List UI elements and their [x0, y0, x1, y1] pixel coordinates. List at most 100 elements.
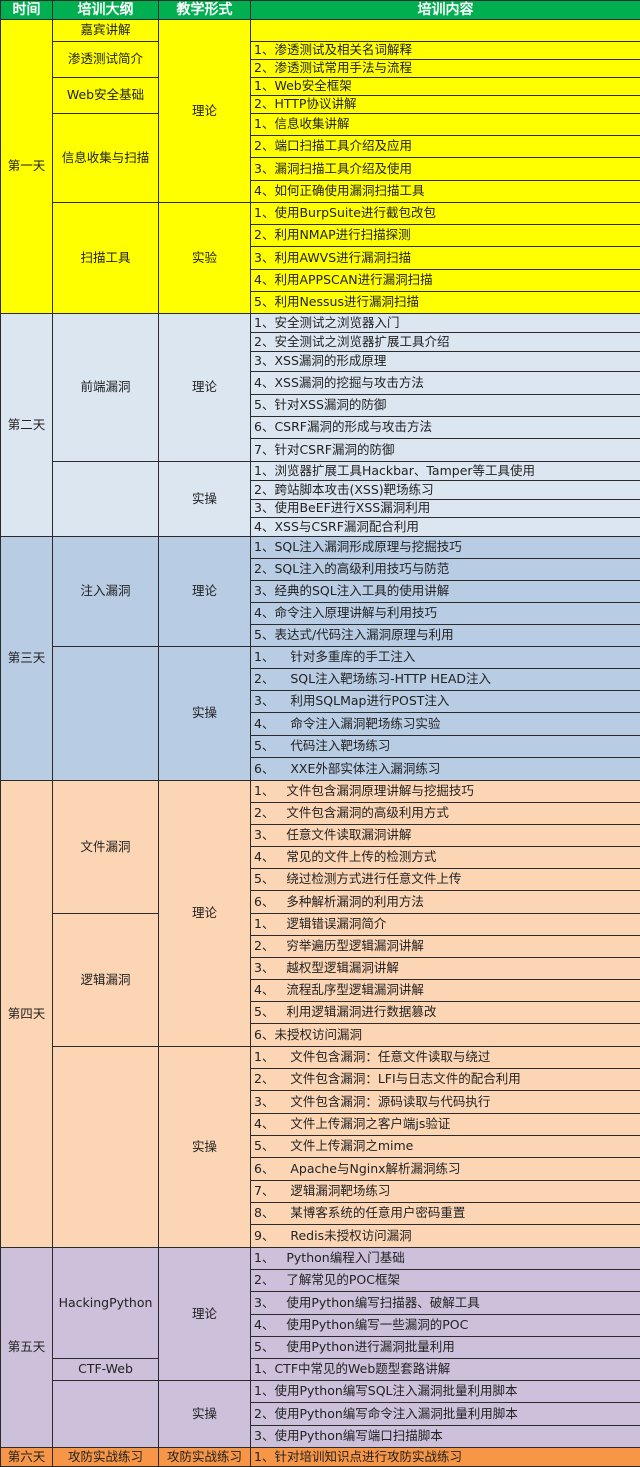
header-time: 时间: [0, 0, 53, 20]
content-item: 4、XSS与CSRF漏洞配合利用: [250, 517, 640, 537]
content-item: 3、利用AWVS进行漏洞扫描: [250, 246, 640, 270]
table-row: 信息收集与扫描 1、信息收集讲解: [0, 113, 640, 203]
content-item: 3、 越权型逻辑漏洞讲解: [250, 957, 640, 980]
topic-label: 注入漏洞: [52, 536, 159, 647]
topic-label: 信息收集与扫描: [52, 113, 159, 203]
topic-label: 嘉宾讲解: [52, 19, 159, 42]
teaching-form: 攻防实战练习: [158, 1447, 251, 1467]
table-row: 第二天 前端漏洞 理论 1、安全测试之浏览器入门: [0, 313, 640, 537]
topic-label: [52, 1046, 159, 1248]
day-label: 第六天: [0, 1447, 53, 1467]
content-item: 1、 Python编程入门基础: [250, 1247, 640, 1270]
content-item: 3、 任意文件读取漏洞讲解: [250, 824, 640, 847]
content-item: 3、使用Python编写端口扫描脚本: [250, 1425, 640, 1448]
topic-label: 逻辑漏洞: [52, 913, 159, 1047]
table-row: 实操 1、使用Python编写SQL注入漏洞批量利用脚本: [0, 1380, 640, 1448]
content-item: 4、利用APPSCAN进行漏洞扫描: [250, 269, 640, 292]
content-item: 2、利用NMAP进行扫描探测: [250, 224, 640, 247]
topic-label: [52, 1380, 159, 1448]
table-row: 逻辑漏洞 1、 逻辑错误漏洞简介: [0, 913, 640, 1047]
content-item: 1、浏览器扩展工具Hackbar、Tamper等工具使用: [250, 461, 640, 481]
table-row: 实操 1、 文件包含漏洞：任意文件读取与绕过: [0, 1046, 640, 1248]
content-item: 5、利用Nessus进行漏洞扫描: [250, 291, 640, 314]
table-row: Web安全基础 1、Web安全框架: [0, 77, 640, 114]
content-item: 2、渗透测试常用手法与流程: [250, 59, 640, 78]
table-row: 第六天 攻防实战练习 攻防实战练习 1、针对培训知识点进行攻防实战练习: [0, 1447, 640, 1467]
content-item: 2、 文件包含漏洞的高级利用方式: [250, 802, 640, 825]
content-item: 2、 文件包含漏洞：LFI与日志文件的配合利用: [250, 1068, 640, 1091]
day-label: 第一天: [0, 19, 53, 314]
teaching-form: 实操: [158, 461, 251, 537]
table-row: 第一天 嘉宾讲解 理论: [0, 19, 640, 314]
topic-label: 渗透测试简介: [52, 41, 159, 78]
content-item: 4、XSS漏洞的挖掘与攻击方法: [250, 371, 640, 395]
content-item: 3、 使用Python编写扫描器、破解工具: [250, 1291, 640, 1315]
content-item: [250, 19, 640, 42]
content-item: 1、 逻辑错误漏洞简介: [250, 913, 640, 936]
topic-label: [52, 646, 159, 781]
table-row: 渗透测试简介 1、渗透测试及相关名词解释: [0, 41, 640, 78]
teaching-form: 实验: [158, 202, 251, 314]
content-item: 2、SQL注入的高级利用技巧与防范: [250, 558, 640, 581]
content-item: 1、 文件包含漏洞原理讲解与挖掘技巧: [250, 780, 640, 803]
content-item: 6、CSRF漏洞的形成与攻击方法: [250, 416, 640, 439]
content-item: 8、 某博客系统的任意用户密码重置: [250, 1202, 640, 1225]
content-item: 1、Web安全框架: [250, 77, 640, 96]
schedule-body: 第一天 嘉宾讲解 理论 渗透测试简介 1、渗透测试及相关名词解释 2、渗透测试常用手法与流…: [0, 19, 640, 1467]
header-content: 培训内容: [250, 0, 640, 20]
topic-label: 前端漏洞: [52, 313, 159, 462]
content-item: 3、使用BeEF进行XSS漏洞利用: [250, 499, 640, 518]
content-item: 1、SQL注入漏洞形成原理与挖掘技巧: [250, 536, 640, 559]
content-item: 4、如何正确使用漏洞扫描工具: [250, 180, 640, 203]
header-outline: 培训大纲: [52, 0, 159, 20]
content-item: 2、 了解常见的POC框架: [250, 1269, 640, 1292]
content-item: 5、针对XSS漏洞的防御: [250, 394, 640, 417]
table-row: 第三天 注入漏洞 理论 1、SQL注入漏洞形成原理与挖掘技巧: [0, 536, 640, 781]
teaching-form: 理论: [158, 1247, 251, 1381]
content-item: 5、 利用逻辑漏洞进行数据篡改: [250, 1001, 640, 1024]
day-label: 第五天: [0, 1247, 53, 1448]
teaching-form: 实操: [158, 1380, 251, 1448]
header-row: 时间 培训大纲 教学形式 培训内容: [0, 0, 640, 20]
table-row: 6、未授权访问漏洞: [0, 1023, 640, 1047]
content-item: 2、HTTP协议讲解: [250, 95, 640, 114]
table-row: CTF-Web 1、CTF中常见的Web题型套路讲解: [0, 1358, 640, 1381]
content-item: 4、 流程乱序型逻辑漏洞讲解: [250, 979, 640, 1002]
content-item: 2、安全测试之浏览器扩展工具介绍: [250, 332, 640, 352]
teaching-form: 实操: [158, 646, 251, 781]
teaching-form: 理论: [158, 780, 251, 1047]
table-row: 实操 1、 针对多重库的手工注入: [0, 646, 640, 781]
content-item: 7、针对CSRF漏洞的防御: [250, 438, 640, 462]
day-label: 第三天: [0, 536, 53, 781]
day-label: 第二天: [0, 313, 53, 537]
content-item: 4、命令注入原理讲解与利用技巧: [250, 602, 640, 625]
content-item: 4、 命令注入漏洞靶场练习实验: [250, 712, 640, 736]
topic-label: [52, 461, 159, 537]
content-item: 5、 文件上传漏洞之mime: [250, 1135, 640, 1158]
content-item: 1、信息收集讲解: [250, 113, 640, 136]
content-item: 1、 针对多重库的手工注入: [250, 646, 640, 669]
header-form: 教学形式: [158, 0, 251, 20]
content-item: 4、 使用Python编写一些漏洞的POC: [250, 1314, 640, 1337]
content-item: 2、 穷举遍历型逻辑漏洞讲解: [250, 935, 640, 958]
topic-label: Web安全基础: [52, 77, 159, 114]
content-item: 6、 XXE外部实体注入漏洞练习: [250, 757, 640, 781]
table-row: 第五天 HackingPython 理论 1、 Python编程入门基础: [0, 1247, 640, 1448]
content-item: 2、跨站脚本攻击(XSS)靶场练习: [250, 480, 640, 500]
content-item: 6、 Apache与Nginx解析漏洞练习: [250, 1157, 640, 1181]
content-item: 2、使用Python编写命令注入漏洞批量利用脚本: [250, 1402, 640, 1426]
table-row: 第四天 文件漏洞 理论 1、 文件包含漏洞原理讲解与挖掘技巧: [0, 780, 640, 1248]
content-item: 1、 文件包含漏洞：任意文件读取与绕过: [250, 1046, 640, 1069]
topic-label: 攻防实战练习: [52, 1447, 159, 1467]
content-item: 3、XSS漏洞的形成原理: [250, 351, 640, 372]
content-item: 3、 利用SQLMap进行POST注入: [250, 690, 640, 713]
teaching-form: 实操: [158, 1046, 251, 1248]
content-item: 9、 Redis未授权访问漏洞: [250, 1224, 640, 1248]
content-item: 1、使用BurpSuite进行截包改包: [250, 202, 640, 225]
content-item: 6、 多种解析漏洞的利用方法: [250, 890, 640, 914]
content-item: 2、端口扫描工具介绍及应用: [250, 135, 640, 158]
content-item: 1、CTF中常见的Web题型套路讲解: [250, 1358, 640, 1381]
content-item: 6、未授权访问漏洞: [250, 1023, 640, 1047]
content-item: 5、表达式/代码注入漏洞原理与利用: [250, 624, 640, 647]
